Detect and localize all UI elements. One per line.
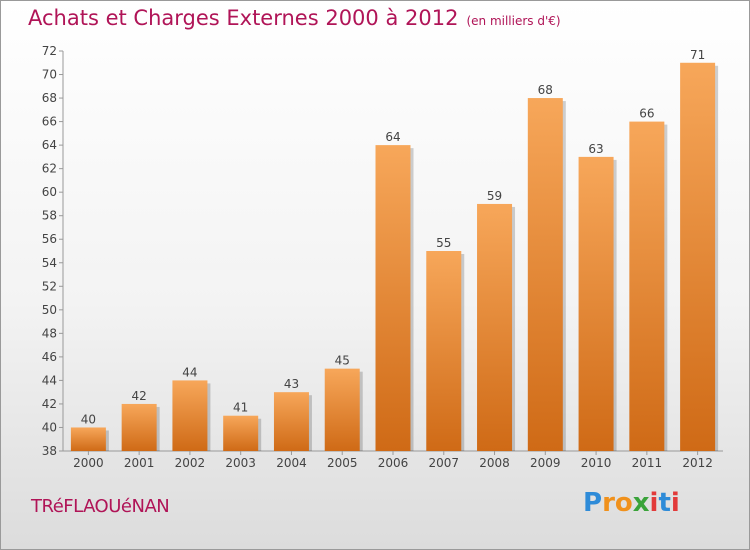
data-label-2000: 40 <box>81 412 96 426</box>
bar-2007 <box>426 251 462 451</box>
y-tick-label: 50 <box>42 303 57 317</box>
bar-2012 <box>680 62 716 451</box>
x-tick-label: 2001 <box>124 456 155 470</box>
y-tick-label: 54 <box>42 256 57 270</box>
data-label-2009: 68 <box>538 83 553 97</box>
y-tick-label: 66 <box>42 115 57 129</box>
bar-2003 <box>223 415 259 451</box>
y-tick-label: 56 <box>42 232 57 246</box>
data-label-2001: 42 <box>132 389 147 403</box>
x-tick-label: 2011 <box>632 456 663 470</box>
y-tick-label: 72 <box>42 44 57 58</box>
x-tick-label: 2004 <box>276 456 307 470</box>
y-tick-label: 58 <box>42 209 57 223</box>
data-label-2006: 64 <box>385 130 400 144</box>
data-label-2011: 66 <box>639 107 654 121</box>
x-tick-label: 2010 <box>581 456 612 470</box>
x-tick-label: 2005 <box>327 456 358 470</box>
bar-2011 <box>629 121 665 452</box>
data-label-2004: 43 <box>284 377 299 391</box>
data-label-2010: 63 <box>588 142 603 156</box>
x-tick-label: 2009 <box>530 456 561 470</box>
x-tick-label: 2012 <box>682 456 713 470</box>
bar-2005 <box>324 368 360 451</box>
logo-letter: i <box>649 488 659 518</box>
y-tick-label: 38 <box>42 444 57 458</box>
y-tick-label: 60 <box>42 185 57 199</box>
y-tick-label: 64 <box>42 138 57 152</box>
bar-2006 <box>375 145 411 451</box>
y-tick-label: 44 <box>42 373 57 387</box>
chart-unit: (en milliers d'€) <box>466 14 561 28</box>
proxiti-logo: Proxiti <box>583 488 680 518</box>
chart-data-labels: 40 42 44 41 43 45 64 55 59 68 63 66 71 <box>81 48 706 427</box>
data-label-2002: 44 <box>182 365 197 379</box>
y-tick-label: 62 <box>42 162 57 176</box>
commune-name: TRéFLAOUéNAN <box>31 496 170 517</box>
chart-axes: 38 40 42 44 46 48 50 52 54 56 58 60 62 64 66 68 70 72 2000… <box>42 44 723 470</box>
x-tick-label: 2008 <box>479 456 510 470</box>
logo-letter: r <box>602 488 615 518</box>
x-tick-label: 2007 <box>428 456 459 470</box>
y-tick-label: 70 <box>42 68 57 82</box>
data-label-2012: 71 <box>690 48 705 62</box>
y-tick-label: 52 <box>42 279 57 293</box>
x-tick-label: 2000 <box>73 456 104 470</box>
y-tick-label: 68 <box>42 91 57 105</box>
bar-2002 <box>172 380 208 451</box>
bar-2000 <box>70 427 106 451</box>
data-label-2007: 55 <box>436 236 451 250</box>
bar-2001 <box>121 403 157 451</box>
y-tick-label: 46 <box>42 350 57 364</box>
logo-letter: t <box>658 488 671 518</box>
y-tick-label: 42 <box>42 397 57 411</box>
data-label-2005: 45 <box>335 354 350 368</box>
data-label-2003: 41 <box>233 401 248 415</box>
bar-2004 <box>273 392 309 451</box>
logo-letter: i <box>670 488 680 518</box>
y-tick-label: 40 <box>42 420 57 434</box>
chart-bars <box>70 62 719 452</box>
logo-letter: x <box>632 488 650 518</box>
bar-2010 <box>578 156 614 451</box>
x-tick-label: 2003 <box>225 456 256 470</box>
y-tick-label: 48 <box>42 326 57 340</box>
bar-2009 <box>527 98 563 451</box>
x-tick-label: 2006 <box>378 456 409 470</box>
x-tick-label: 2002 <box>175 456 206 470</box>
data-label-2008: 59 <box>487 189 502 203</box>
bar-2008 <box>477 203 513 451</box>
logo-letter: P <box>583 488 603 518</box>
chart-title-text: Achats et Charges Externes 2000 à 2012 <box>28 6 459 30</box>
logo-letter: o <box>614 488 633 518</box>
chart-title: Achats et Charges Externes 2000 à 2012 (e… <box>28 6 561 30</box>
